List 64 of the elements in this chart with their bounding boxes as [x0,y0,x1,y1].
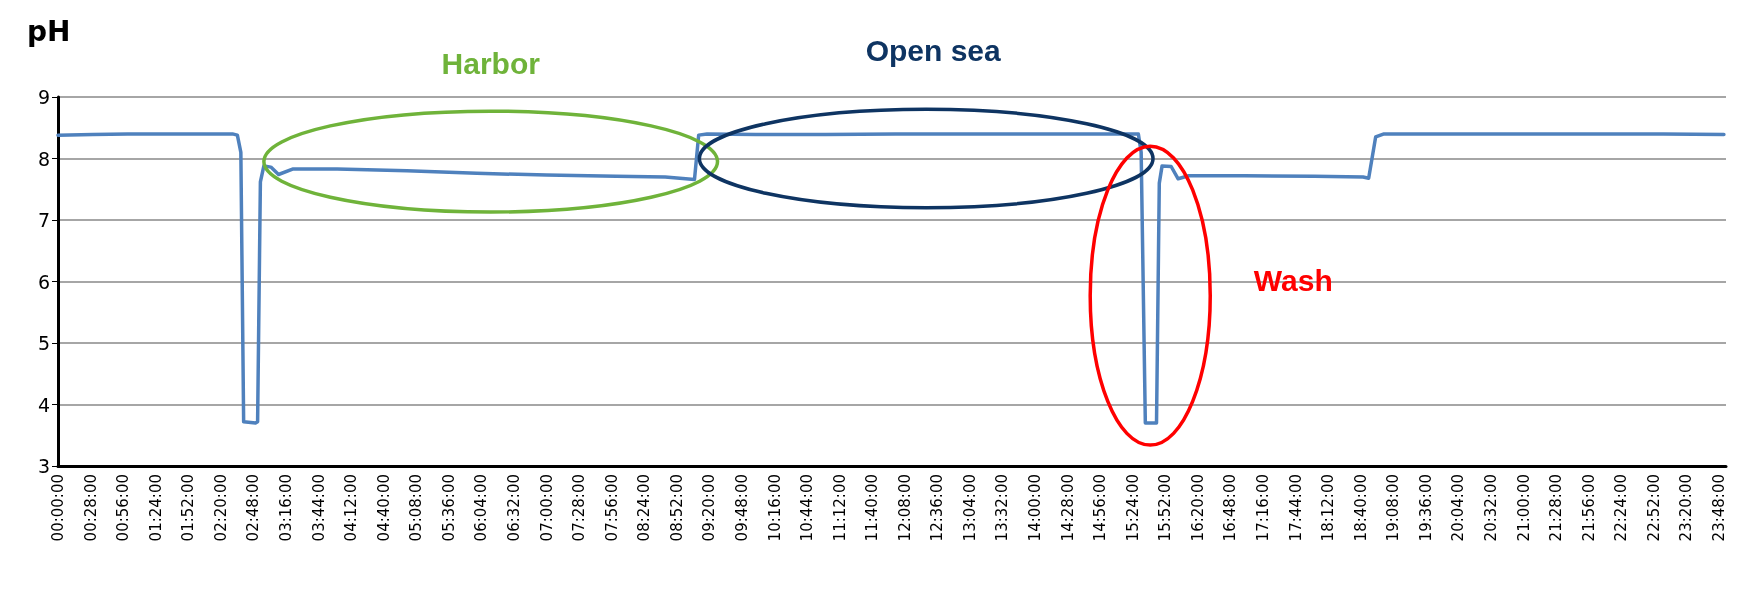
x-tick-label: 07:28:00 [570,474,589,542]
x-tick-label: 11:40:00 [863,474,882,542]
x-tick-label: 14:00:00 [1026,474,1045,542]
x-tick-label: 08:24:00 [635,474,654,542]
x-tick-label: 17:44:00 [1286,474,1305,542]
x-tick-label: 03:44:00 [309,474,328,542]
x-tick-label: 10:16:00 [765,474,784,542]
x-tick-label: 22:52:00 [1644,474,1663,542]
x-tick-label: 00:56:00 [114,474,133,542]
x-tick-label: 02:20:00 [211,474,230,542]
x-tick-label: 11:12:00 [830,474,849,542]
x-tick-label: 06:04:00 [472,474,491,542]
x-tick-label: 14:28:00 [1058,474,1077,542]
x-tick-label: 09:48:00 [732,474,751,542]
x-tick-label: 22:24:00 [1612,474,1631,542]
y-tick-label: 6 [37,270,50,293]
x-tick-label: 05:08:00 [407,474,426,542]
annotation: Wash [1253,263,1333,297]
x-tick-label: 13:04:00 [960,474,979,542]
y-tick-label: 4 [37,393,50,416]
text: Open sea [865,34,1002,68]
x-tick-label: 15:52:00 [1156,474,1175,542]
x-tick-label: 07:00:00 [537,474,556,542]
x-tick-label: 19:36:00 [1416,474,1435,542]
x-tick-label: 21:28:00 [1547,474,1566,542]
line-series [56,132,1726,425]
y-tick-label: 3 [37,455,50,477]
x-tick-label: 04:40:00 [374,474,393,542]
x-tick-label: 03:16:00 [276,474,295,542]
y-tick-label: 9 [37,86,50,108]
x-tick-label: 10:44:00 [798,474,817,542]
x-tick-label: 23:20:00 [1677,474,1696,542]
x-tick-label: 20:32:00 [1482,474,1501,542]
x-tick-label: 20:04:00 [1449,474,1468,542]
y-tick-label: 8 [37,147,50,170]
x-tick-label: 01:24:00 [146,474,165,542]
x-tick-label: 05:36:00 [439,474,458,542]
x-tick-label: 13:32:00 [993,474,1012,542]
y-axis-title: pH [27,14,71,48]
x-tick-label: 12:36:00 [928,474,947,542]
x-tick-label: 15:24:00 [1123,474,1142,542]
x-tick-label: 00:00:00 [49,474,67,542]
x-tick-label: 04:12:00 [342,474,361,542]
x-tick-label: 00:28:00 [81,474,100,542]
x-tick-label: 17:16:00 [1254,474,1273,542]
x-tick-label: 14:56:00 [1091,474,1110,542]
x-tick-label: 21:56:00 [1579,474,1598,542]
x-tick-label: 16:20:00 [1188,474,1207,542]
x-tick-label: 01:52:00 [179,474,198,542]
x-tick-label: 08:52:00 [667,474,686,542]
x-tick-label: 21:00:00 [1514,474,1533,542]
x-tick-label: 07:56:00 [602,474,621,542]
x-tick-label: 12:08:00 [895,474,914,542]
x-tick-label: 02:48:00 [244,474,263,542]
x-tick-label: 18:12:00 [1319,474,1338,542]
x-tick-label: 09:20:00 [700,474,719,542]
x-tick-label: 23:48:00 [1710,474,1729,542]
y-tick-label: 7 [37,209,50,231]
x-tick-label: 06:32:00 [504,474,523,542]
x-tick-label: 18:40:00 [1351,474,1370,542]
text: Harbor [441,46,541,80]
y-tick-label: 5 [37,332,50,354]
x-tick-label: 19:08:00 [1384,474,1403,542]
x-tick-label: 16:48:00 [1221,474,1240,542]
